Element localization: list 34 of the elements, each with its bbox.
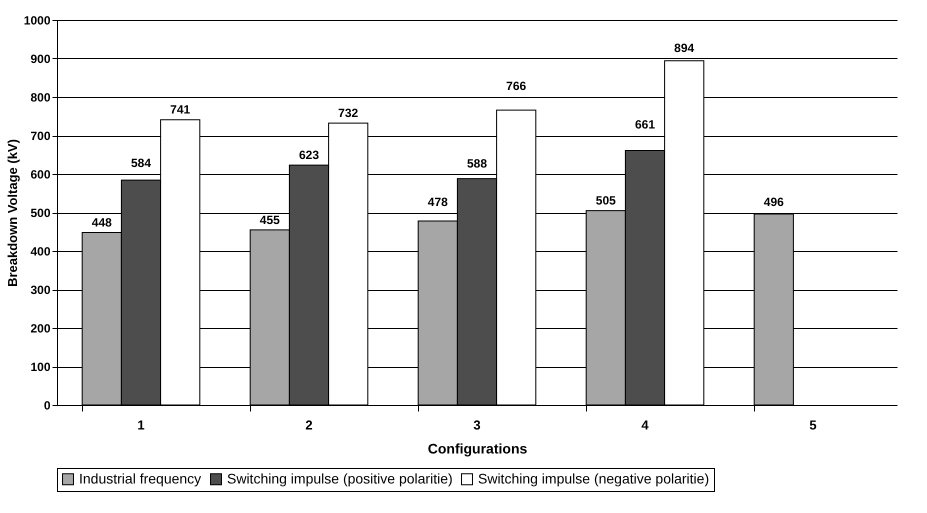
x-axis-title: Configurations bbox=[428, 440, 528, 456]
y-axis-title: Breakdown Voltage (kV) bbox=[4, 139, 20, 287]
x-tick-label: 5 bbox=[809, 418, 817, 432]
x-tick-label: 4 bbox=[641, 418, 650, 432]
legend-label: Switching impulse (positive polaritie) bbox=[227, 470, 453, 486]
y-tick-label: 900 bbox=[30, 52, 51, 66]
x-tick-label: 3 bbox=[473, 418, 481, 432]
y-tick-label: 700 bbox=[30, 129, 51, 143]
y-tick-label: 300 bbox=[30, 283, 51, 297]
y-tick-label: 500 bbox=[30, 206, 51, 220]
data-label: 505 bbox=[596, 194, 616, 208]
data-label: 496 bbox=[764, 195, 784, 210]
legend-label: Switching impulse (negative polaritie) bbox=[478, 470, 710, 486]
data-label: 661 bbox=[634, 118, 656, 132]
data-label: 623 bbox=[298, 148, 320, 162]
data-label: 894 bbox=[674, 40, 695, 55]
data-label: 766 bbox=[506, 79, 527, 94]
y-tick-label: 0 bbox=[44, 398, 51, 412]
y-tick-label: 1000 bbox=[24, 14, 51, 28]
y-tick-label: 200 bbox=[30, 322, 51, 336]
data-label: 455 bbox=[260, 212, 280, 227]
data-label: 478 bbox=[428, 194, 448, 209]
data-label: 732 bbox=[338, 106, 359, 120]
legend-label: Industrial frequency bbox=[79, 470, 202, 486]
y-tick-label: 800 bbox=[30, 90, 51, 104]
x-tick-label: 1 bbox=[137, 418, 145, 432]
y-tick-label: 400 bbox=[30, 244, 51, 258]
y-tick-label: 100 bbox=[30, 360, 51, 374]
data-label: 588 bbox=[466, 156, 488, 171]
data-label: 448 bbox=[92, 216, 112, 230]
x-tick-label: 2 bbox=[305, 418, 313, 432]
y-tick-label: 600 bbox=[30, 168, 51, 182]
data-label: 741 bbox=[170, 102, 191, 117]
data-label: 584 bbox=[130, 156, 152, 170]
